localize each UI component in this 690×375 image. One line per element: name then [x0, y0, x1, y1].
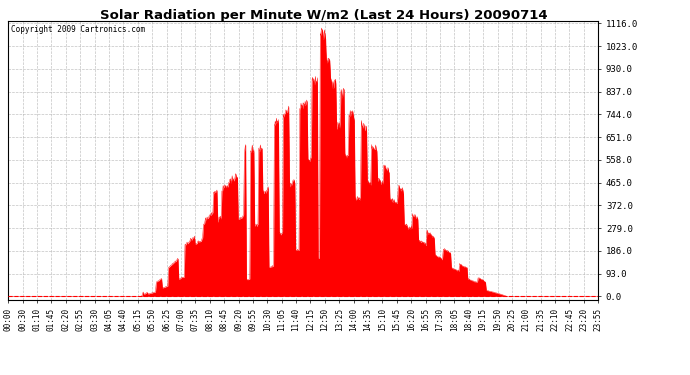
Text: Solar Radiation per Minute W/m2 (Last 24 Hours) 20090714: Solar Radiation per Minute W/m2 (Last 24… — [101, 9, 548, 22]
Text: Copyright 2009 Cartronics.com: Copyright 2009 Cartronics.com — [11, 25, 146, 34]
